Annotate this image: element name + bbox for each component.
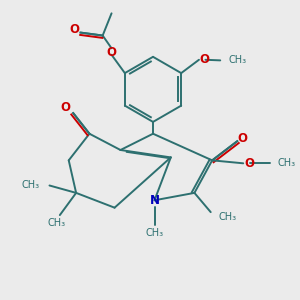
Text: O: O bbox=[61, 101, 71, 114]
Text: CH₃: CH₃ bbox=[48, 218, 66, 228]
Text: CH₃: CH₃ bbox=[229, 56, 247, 65]
Text: O: O bbox=[200, 53, 209, 66]
Text: O: O bbox=[245, 157, 255, 170]
Text: CH₃: CH₃ bbox=[278, 158, 296, 168]
Text: CH₃: CH₃ bbox=[22, 181, 40, 190]
Text: O: O bbox=[238, 132, 248, 145]
Text: CH₃: CH₃ bbox=[146, 228, 164, 238]
Text: N: N bbox=[149, 194, 160, 207]
Text: O: O bbox=[69, 23, 79, 36]
Text: CH₃: CH₃ bbox=[218, 212, 236, 222]
Text: O: O bbox=[106, 46, 116, 59]
